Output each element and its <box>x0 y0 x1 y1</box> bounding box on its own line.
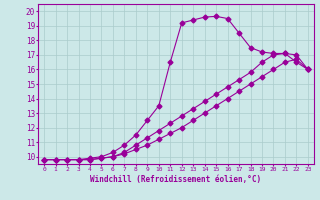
X-axis label: Windchill (Refroidissement éolien,°C): Windchill (Refroidissement éolien,°C) <box>91 175 261 184</box>
